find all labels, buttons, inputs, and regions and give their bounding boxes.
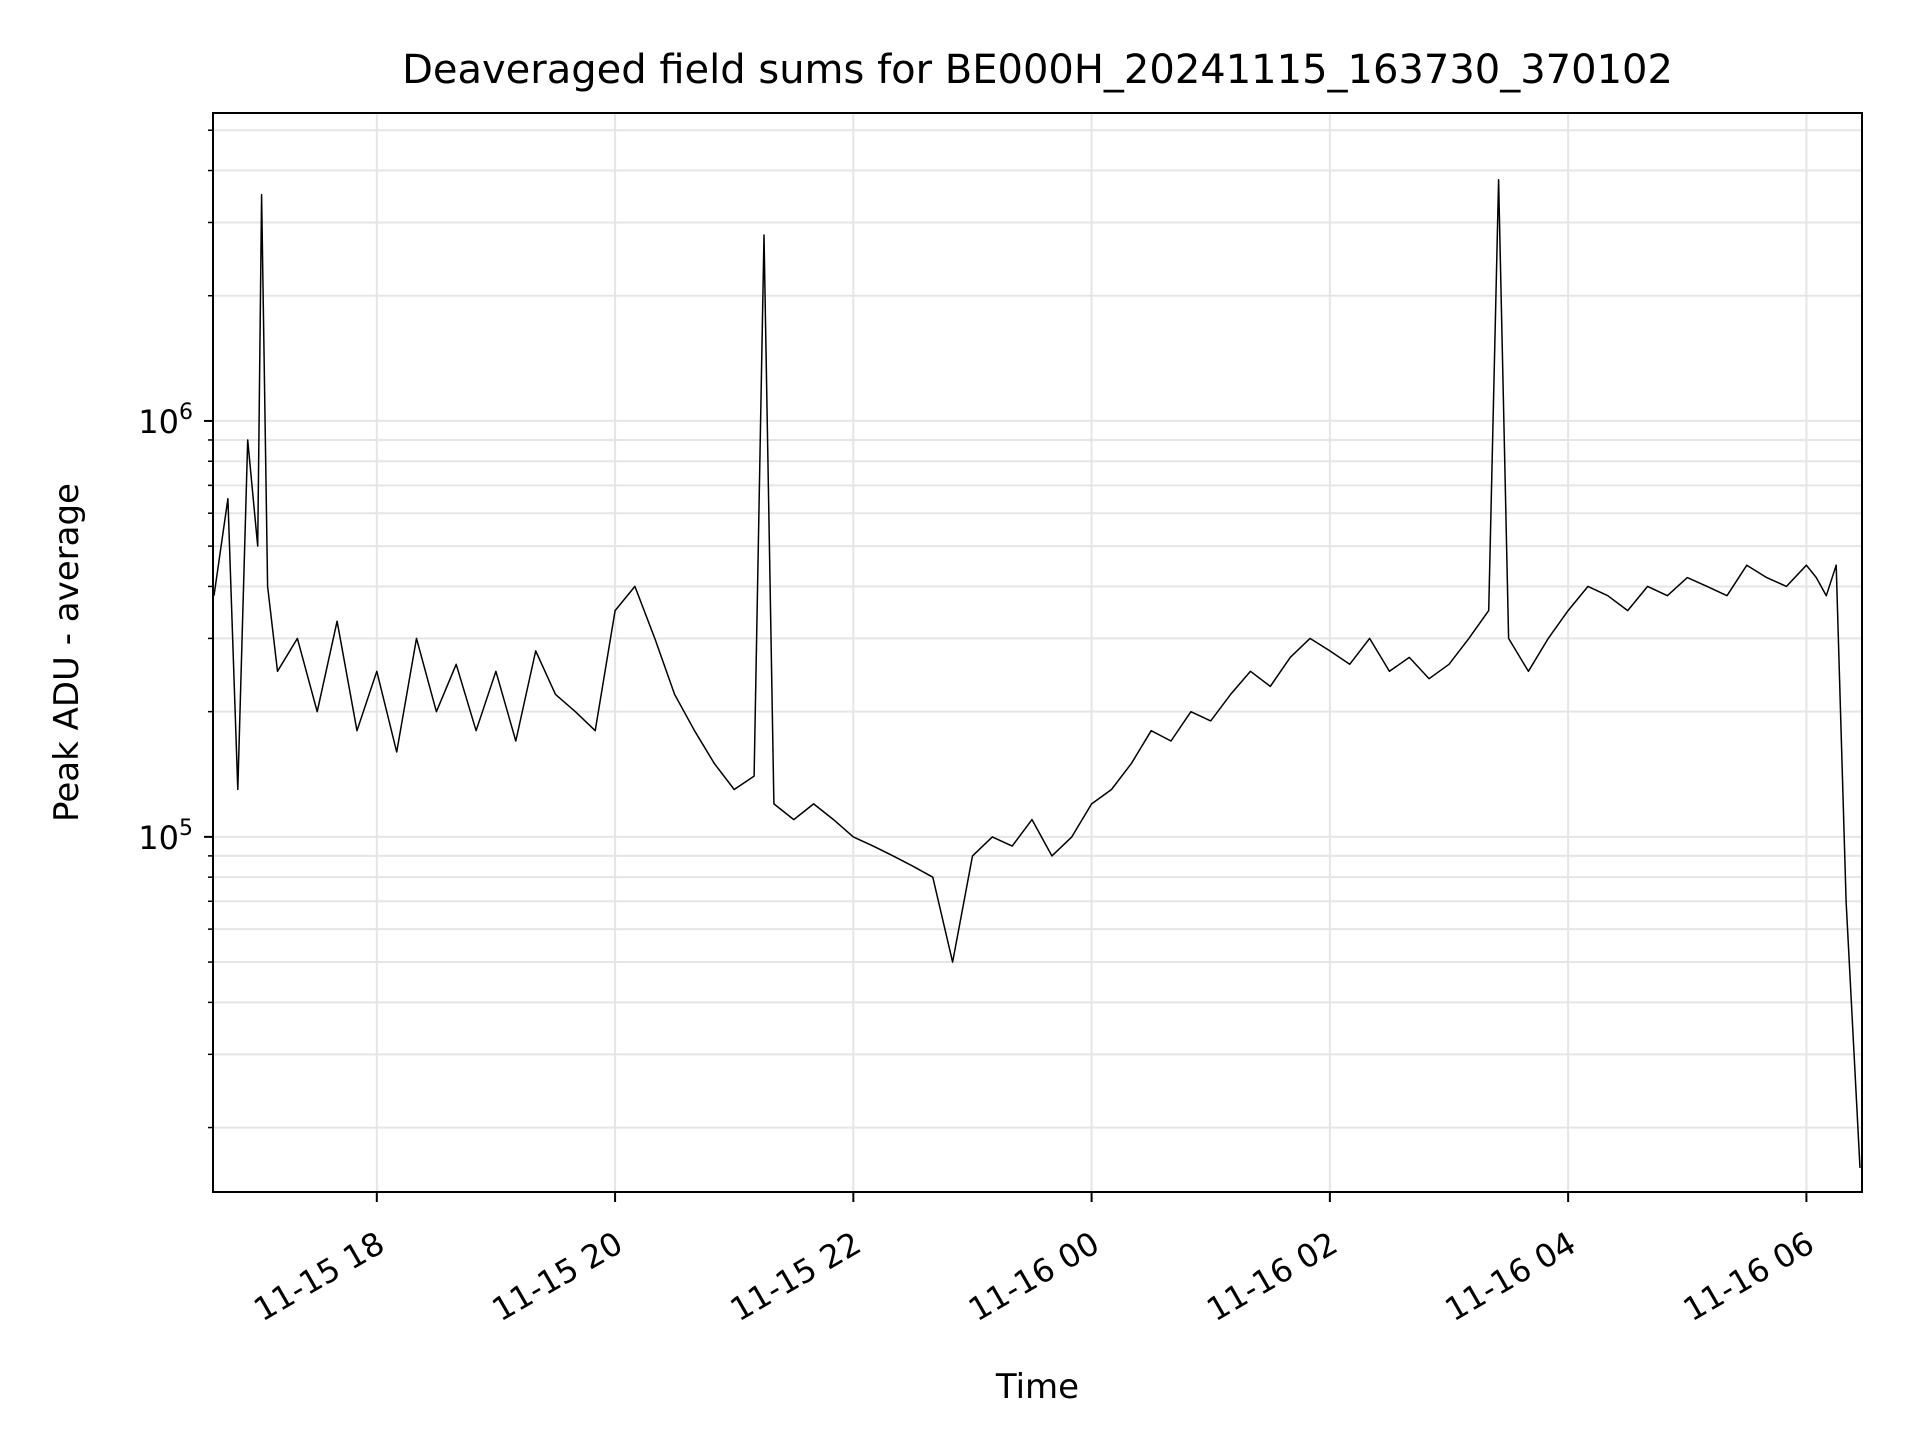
x-tick-label: 11-15 22: [724, 1224, 868, 1329]
x-tick-label: 11-16 02: [1200, 1224, 1344, 1329]
x-tick-label: 11-16 00: [962, 1224, 1106, 1329]
y-tick-label: 105: [138, 816, 193, 857]
x-axis-label: Time: [995, 1367, 1079, 1407]
y-axis-label: Peak ADU - average: [47, 483, 87, 822]
plot-frame: [212, 112, 1863, 1193]
data-series-line: [213, 179, 1861, 1168]
grid: [213, 113, 1862, 1192]
y-tick-label: 106: [138, 400, 193, 441]
x-tick-label: 11-16 06: [1677, 1224, 1821, 1329]
chart-title: Deaveraged field sums for BE000H_2024111…: [402, 47, 1673, 93]
data-layer: [213, 179, 1861, 1168]
x-tick-label: 11-16 04: [1439, 1224, 1583, 1329]
x-tick-label: 11-15 20: [485, 1224, 629, 1329]
x-tick-label: 11-15 18: [247, 1224, 391, 1329]
